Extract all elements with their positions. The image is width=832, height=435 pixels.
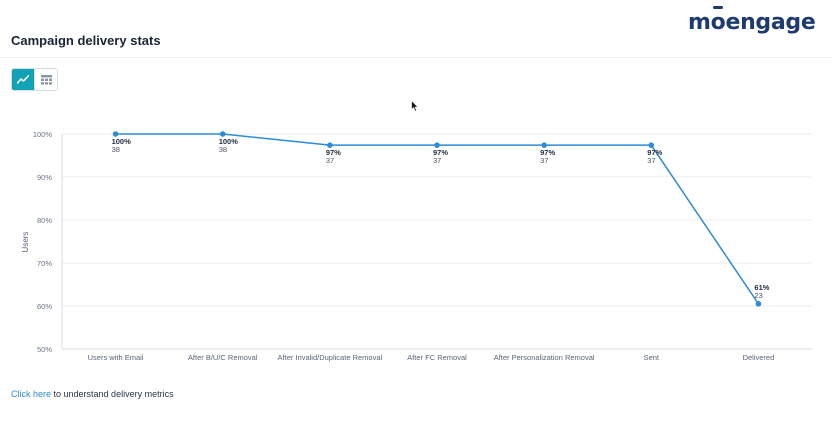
data-label-percent: 100% [219,137,239,146]
view-toggle [11,68,58,91]
data-label-percent: 97% [433,148,448,157]
data-label-count: 38 [112,145,120,154]
page-title: Campaign delivery stats [11,33,161,48]
data-point [327,142,333,148]
y-tick-label: 100% [33,130,53,139]
x-tick-label: Delivered [743,353,775,362]
mouse-pointer-icon [411,100,419,112]
x-tick-label: After Invalid/Duplicate Removal [278,353,383,362]
data-label-percent: 100% [112,137,132,146]
data-label-percent: 97% [540,148,555,157]
data-point [112,131,119,137]
footer-help-label: to understand delivery metrics [51,389,174,399]
data-point [541,142,547,148]
data-point [219,131,226,137]
data-label-percent: 97% [647,148,662,157]
x-tick-label: Sent [644,353,660,362]
x-tick-label: After FC Removal [407,353,467,362]
y-tick-label: 60% [37,302,52,311]
table-view-button[interactable] [34,69,57,90]
y-tick-label: 90% [37,173,52,182]
data-point [434,142,440,148]
x-tick-label: After Personalization Removal [494,353,595,362]
table-icon [40,74,52,85]
line-chart-icon [17,75,30,84]
moengage-logo: moengage [688,6,816,35]
data-label-count: 37 [433,156,441,165]
data-label-percent: 97% [326,148,341,157]
page-header: Campaign delivery stats moengage [0,0,832,58]
delivery-metrics-link[interactable]: Click here [11,389,52,399]
footer-help-text: Click here to understand delivery metric… [11,389,174,399]
chart-view-button[interactable] [12,69,35,90]
data-label-count: 23 [754,291,762,300]
data-label-percent: 61% [754,283,769,292]
data-label-count: 38 [219,145,227,154]
data-point [648,142,655,148]
data-label-count: 37 [647,156,655,165]
y-tick-label: 50% [37,345,52,354]
delivery-line-chart: Users 50% 60% 70% 80% 90% 100% Users with Emai… [21,130,812,362]
y-tick-label: 80% [37,216,52,225]
y-tick-label: 70% [37,259,52,268]
data-point [755,301,762,307]
y-axis-label: Users [21,232,30,253]
x-tick-label: Users with Email [88,353,144,362]
data-label-count: 37 [540,156,548,165]
x-tick-label: After B/U/C Removal [188,353,258,362]
data-label-count: 37 [326,156,334,165]
